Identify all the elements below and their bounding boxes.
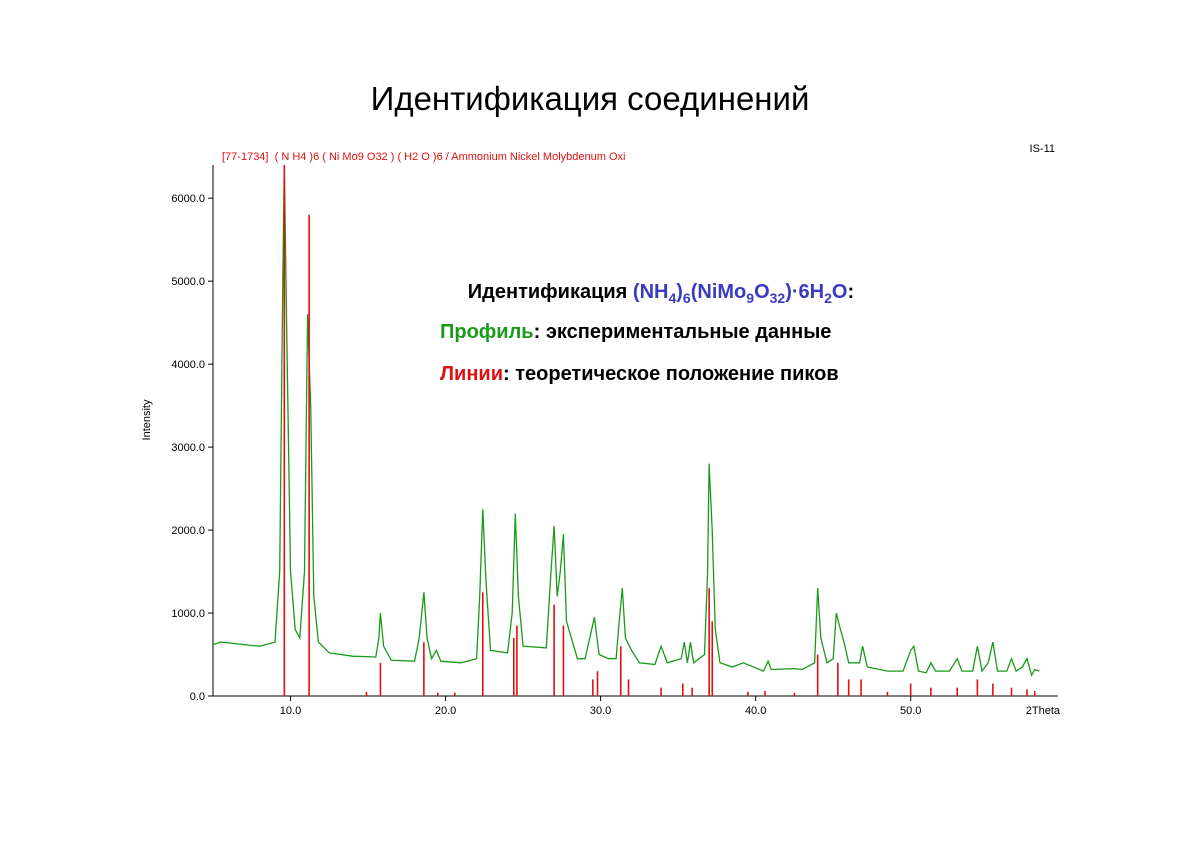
annotation-text: :	[847, 281, 854, 303]
y-tick-label: 1000.0	[171, 608, 205, 620]
annotation: Идентификация (NH4)6(NiMo9O32)·6H2O:	[440, 281, 871, 306]
annotation-text: 9	[746, 290, 754, 306]
annotation: Линии: теоретическое положение пиков	[440, 363, 839, 385]
annotation-text: )·6H	[785, 281, 824, 303]
slide: Идентификация соединений [77-1734] ( N H…	[0, 0, 1200, 848]
annotation-text: O	[754, 281, 770, 303]
x-tick-label: 50.0	[900, 705, 921, 717]
x-axis-label: 2Theta	[1026, 705, 1061, 717]
annotation-text: Линии	[440, 363, 503, 385]
x-tick-label: 20.0	[435, 705, 456, 717]
x-tick-label: 10.0	[280, 705, 301, 717]
annotation-text: Идентификация	[468, 281, 633, 303]
chart-title: [77-1734] ( N H4 )6 ( Ni Mo9 O32 ) ( H2 …	[222, 151, 625, 163]
y-tick-label: 0.0	[190, 691, 205, 703]
annotation-text: O	[832, 281, 848, 303]
x-tick-label: 30.0	[590, 705, 611, 717]
annotation-text: )	[676, 281, 683, 303]
corner-label: IS-11	[1030, 143, 1055, 155]
annotation-text: (NH	[633, 281, 669, 303]
annotation-text: 4	[668, 290, 676, 306]
y-tick-label: 3000.0	[171, 442, 205, 454]
profile-line	[213, 165, 1039, 675]
slide-title: Идентификация соединений	[371, 80, 810, 117]
annotation-text: 6	[683, 290, 691, 306]
x-tick-label: 40.0	[745, 705, 766, 717]
annotation-text: : экспериментальные данные	[534, 321, 832, 343]
annotation-text: 2	[824, 290, 832, 306]
annotation-text: (NiMo	[691, 281, 747, 303]
y-tick-label: 4000.0	[171, 359, 205, 371]
y-axis-label: Intensity	[141, 399, 153, 440]
y-tick-label: 2000.0	[171, 525, 205, 537]
y-tick-label: 6000.0	[171, 193, 205, 205]
annotation-text: 32	[770, 290, 786, 306]
annotation-text: Профиль	[440, 321, 534, 343]
annotation-text: : теоретическое положение пиков	[503, 363, 839, 385]
annotation: Профиль: экспериментальные данные	[440, 321, 831, 343]
page: Идентификация соединений [77-1734] ( N H…	[0, 0, 1200, 848]
y-tick-label: 5000.0	[171, 276, 205, 288]
